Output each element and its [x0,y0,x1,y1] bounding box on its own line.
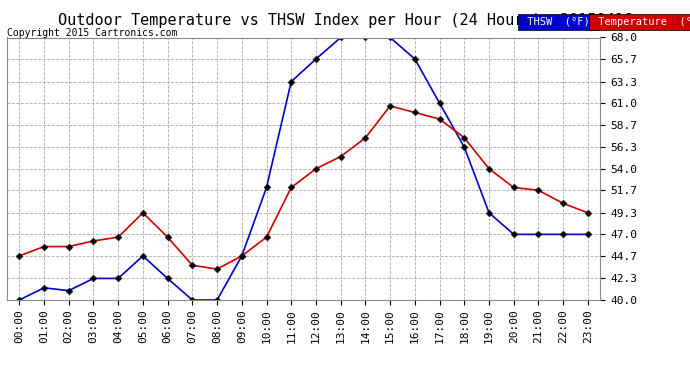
Text: Copyright 2015 Cartronics.com: Copyright 2015 Cartronics.com [7,28,177,38]
Text: Temperature  (°F): Temperature (°F) [592,17,690,27]
Text: THSW  (°F): THSW (°F) [521,17,596,27]
Text: Outdoor Temperature vs THSW Index per Hour (24 Hours)  20150416: Outdoor Temperature vs THSW Index per Ho… [57,13,633,28]
